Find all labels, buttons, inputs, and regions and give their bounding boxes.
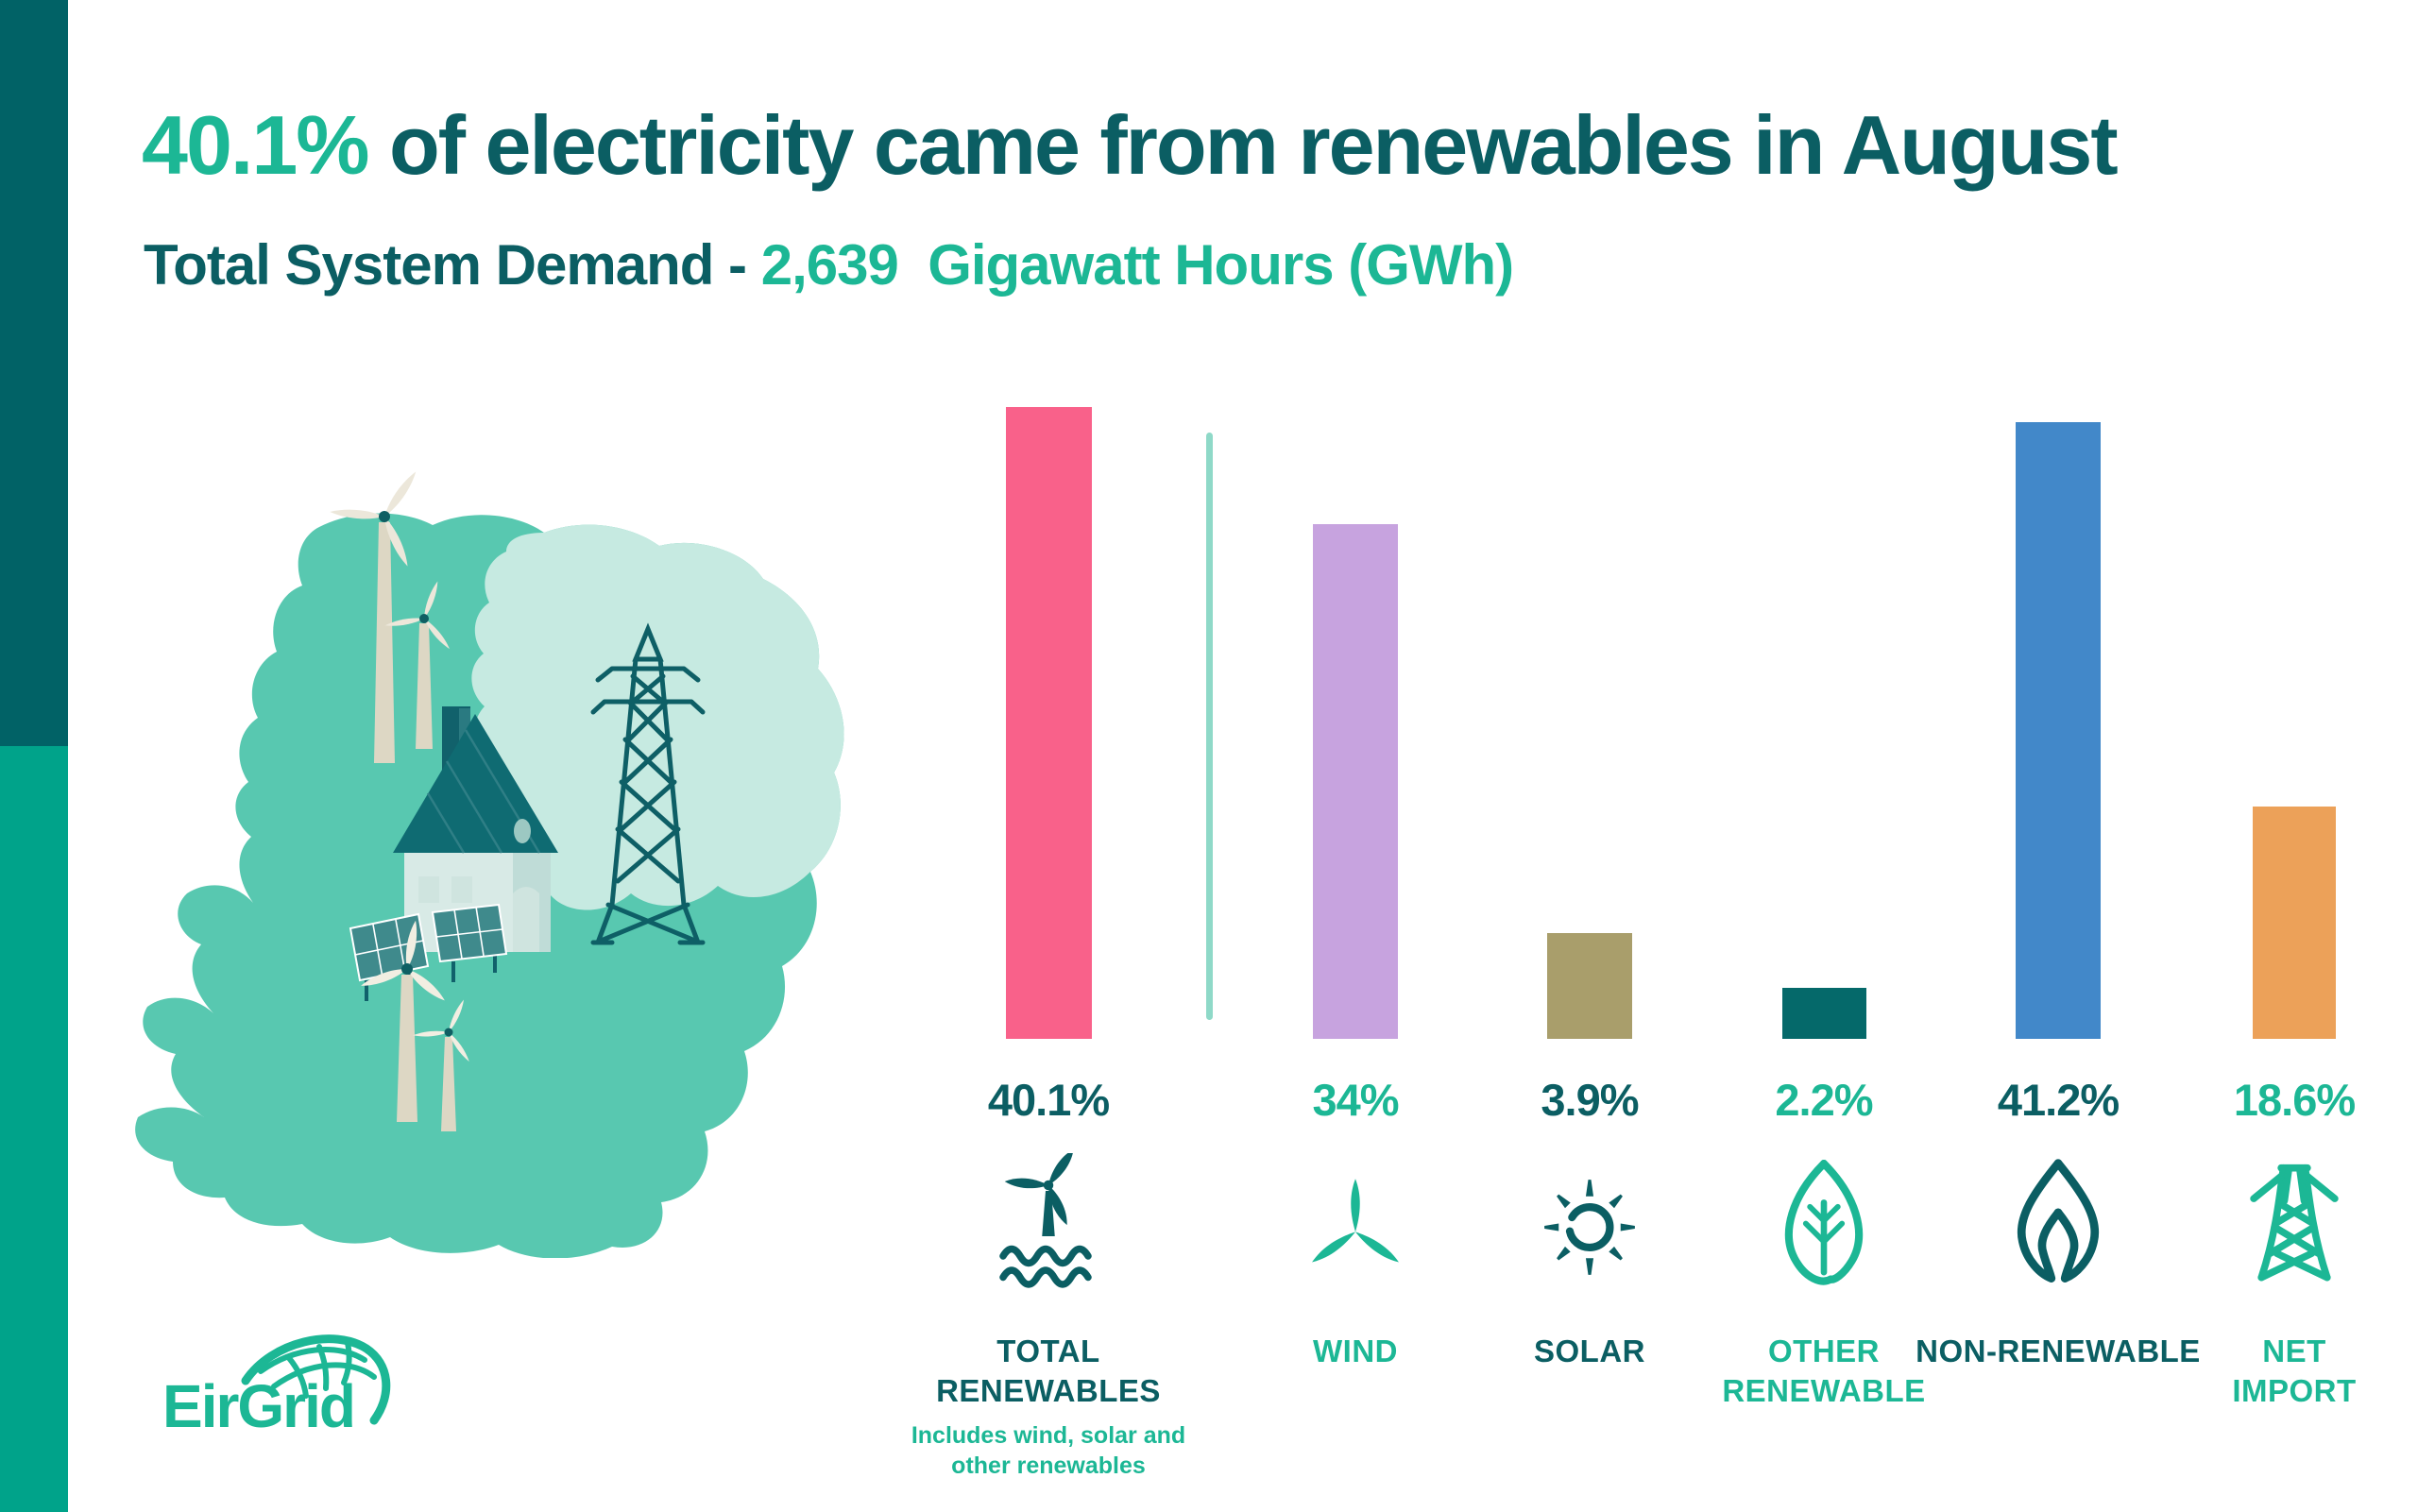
bar-value-label: 41.2% bbox=[1997, 1075, 2120, 1125]
subtitle-demand-label: Total System Demand - bbox=[144, 232, 761, 297]
bar-total-renewables bbox=[1006, 407, 1092, 1039]
leaf-icon bbox=[1785, 1160, 1863, 1285]
subtitle-demand-value: 2,639 Gigawatt Hours (GWh) bbox=[760, 232, 1514, 297]
bar-wind bbox=[1313, 524, 1398, 1039]
flame-icon bbox=[2017, 1159, 2100, 1283]
page-subtitle: Total System Demand - 2,639 Gigawatt Hou… bbox=[144, 232, 1514, 297]
bar-category-label: NON-RENEWABLE bbox=[1916, 1334, 2201, 1368]
bar-other-renewable bbox=[1782, 988, 1866, 1039]
wind-turbine-small-bottom bbox=[413, 999, 469, 1131]
house-roof bbox=[393, 714, 558, 853]
bar-value-label: 34% bbox=[1312, 1075, 1399, 1125]
total-renewables-caption: Includes wind, solar and other renewable… bbox=[911, 1422, 1186, 1479]
bar-value-label: 18.6% bbox=[2233, 1075, 2356, 1125]
bar-value-label: 40.1% bbox=[987, 1075, 1110, 1125]
house-illustration bbox=[393, 706, 558, 952]
pylon-icon bbox=[2250, 1164, 2339, 1282]
chart-column-wind: 34% WIND bbox=[1204, 1065, 1507, 1371]
bar-net-import bbox=[2253, 807, 2336, 1039]
wind-turbine-large-top bbox=[330, 471, 417, 763]
renewables-divider-line bbox=[1206, 433, 1213, 1020]
title-rest: of electricity came from renewables in A… bbox=[367, 97, 2119, 192]
bar-category-label: OTHER RENEWABLE bbox=[1722, 1334, 1926, 1408]
ireland-map-svg bbox=[135, 471, 844, 1259]
bar-category-label: NET IMPORT bbox=[2232, 1334, 2357, 1408]
wind-turbine-small-top bbox=[384, 581, 450, 749]
bar-category-label: TOTAL RENEWABLES bbox=[936, 1334, 1161, 1408]
wind-rotor-icon bbox=[1312, 1179, 1399, 1263]
solar-panels-illustration bbox=[349, 903, 508, 1001]
title-accent-percentage: 40.1% bbox=[142, 97, 370, 192]
house-window bbox=[451, 876, 472, 903]
ireland-illustration bbox=[83, 376, 869, 1259]
gable-window bbox=[514, 819, 531, 843]
bar-category-label: SOLAR bbox=[1534, 1334, 1645, 1368]
house-window bbox=[418, 876, 439, 903]
northern-region-shape bbox=[471, 524, 844, 910]
left-edge-dark-strip bbox=[0, 0, 68, 746]
left-edge-green-strip bbox=[0, 746, 68, 1512]
chart-column-solar: 3.9% SOLAR bbox=[1439, 1065, 1741, 1371]
bar-value-label: 2.2% bbox=[1775, 1075, 1873, 1125]
pylon-illustration bbox=[590, 622, 706, 945]
chart-column-net-import: 18.6% NET IMPORT bbox=[2143, 1065, 2418, 1411]
sun-icon bbox=[1544, 1180, 1635, 1275]
chart-column-other-renewable: 2.2% OTHER RENEWABLE bbox=[1673, 1065, 1975, 1411]
wind-turbine-large-bottom bbox=[361, 920, 445, 1122]
bar-category-label: WIND bbox=[1313, 1334, 1398, 1368]
house-door bbox=[513, 887, 539, 952]
bar-solar bbox=[1547, 933, 1632, 1039]
chart-column-total-renewables: 40.1% TOTAL RENEWA bbox=[897, 1065, 1200, 1481]
chart-column-non-renewable: 41.2% NON-RENEWABLE bbox=[1907, 1065, 2209, 1371]
wind-turbine-waves-icon bbox=[999, 1153, 1092, 1288]
bar-value-label: 3.9% bbox=[1541, 1075, 1639, 1125]
bar-non-renewable bbox=[2016, 422, 2101, 1039]
page-title: 40.1% of electricity came from renewable… bbox=[142, 97, 2119, 194]
eirgrid-globe-icon bbox=[241, 1334, 391, 1425]
